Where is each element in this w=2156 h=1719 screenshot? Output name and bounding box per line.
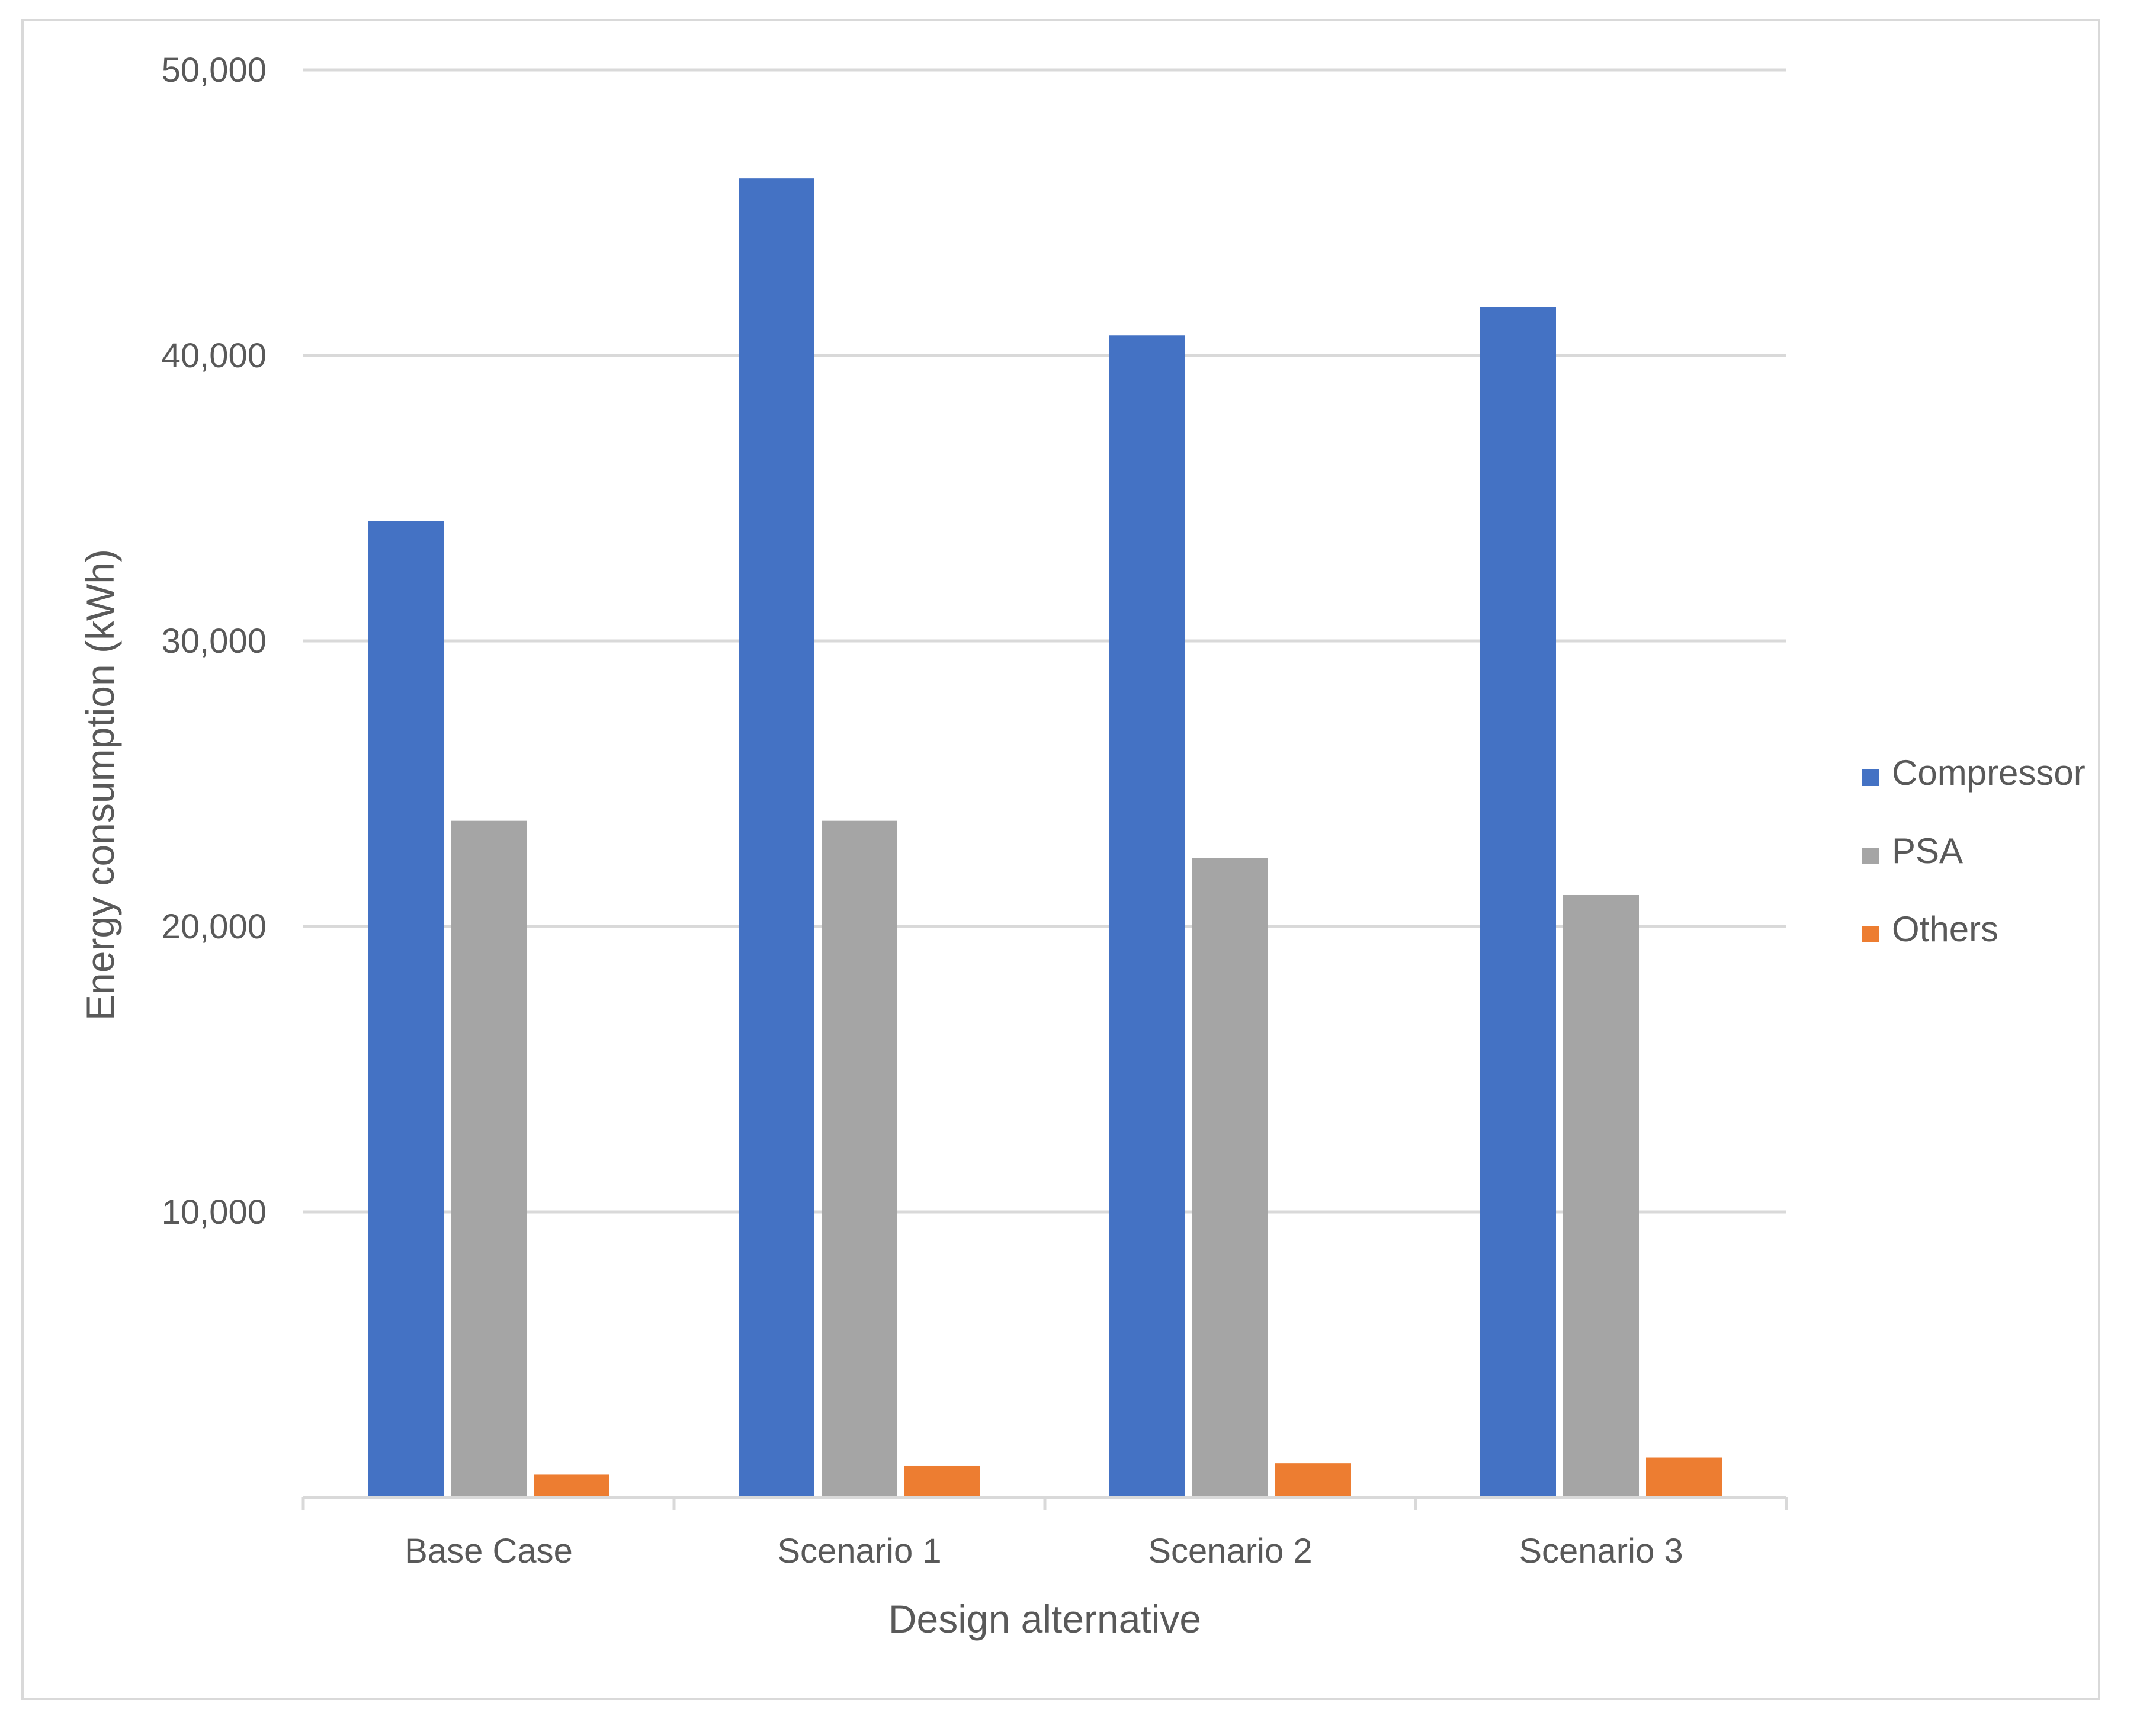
- bar-compressor: [739, 178, 814, 1496]
- legend-label: PSA: [1892, 831, 1963, 871]
- x-axis-labels: Base Case Scenario 1 Scenario 2 Scenario 3: [405, 1532, 1683, 1570]
- bar-others: [1646, 1457, 1722, 1496]
- x-axis-title: Design alternative: [888, 1597, 1201, 1641]
- bar-others: [534, 1474, 609, 1496]
- y-tick-label: 20,000: [162, 907, 267, 946]
- legend-swatch: [1862, 769, 1879, 786]
- bars: [368, 178, 1722, 1496]
- legend-label: Compressor: [1892, 753, 2086, 793]
- x-tick-label: Scenario 1: [777, 1532, 941, 1570]
- legend: Compressor PSA Others: [1862, 753, 2086, 949]
- bar-compressor: [1109, 335, 1185, 1496]
- bar-others: [1275, 1463, 1351, 1496]
- legend-label: Others: [1892, 909, 1998, 949]
- bar-psa: [1192, 858, 1268, 1496]
- legend-swatch: [1862, 926, 1879, 942]
- x-tick-label: Scenario 2: [1148, 1532, 1312, 1570]
- y-tick-label: 40,000: [162, 336, 267, 375]
- bar-psa: [1563, 894, 1639, 1496]
- y-axis-title: Energy consumption (kWh): [78, 549, 122, 1021]
- y-tick-label: 10,000: [162, 1193, 267, 1231]
- x-tick-label: Base Case: [405, 1532, 573, 1570]
- bar-compressor: [1480, 307, 1556, 1496]
- y-tick-label: 30,000: [162, 622, 267, 660]
- bar-psa: [822, 820, 897, 1496]
- x-axis: [301, 1496, 1788, 1510]
- y-tick-label: 50,000: [162, 51, 267, 89]
- y-axis-ticks: 10,000 20,000 30,000 40,000 50,000: [162, 51, 267, 1231]
- bar-compressor: [368, 521, 444, 1496]
- bar-psa: [451, 820, 527, 1496]
- legend-swatch: [1862, 848, 1879, 864]
- bar-others: [904, 1465, 980, 1496]
- x-tick-label: Scenario 3: [1519, 1532, 1683, 1570]
